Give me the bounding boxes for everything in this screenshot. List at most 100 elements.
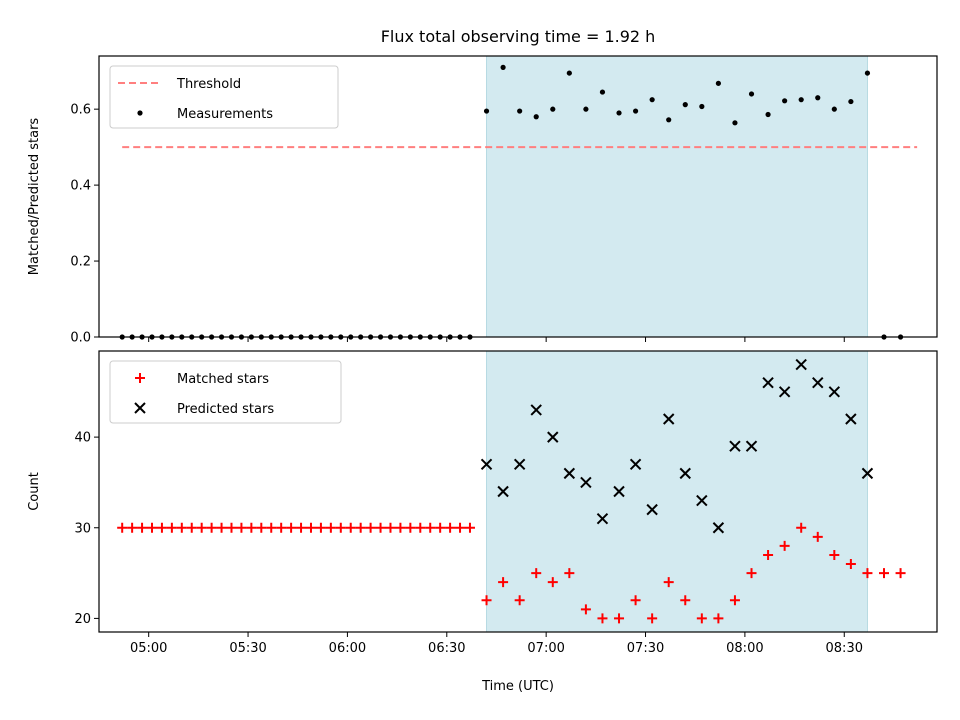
legend-marker-swatch bbox=[137, 110, 143, 116]
series-0-point bbox=[517, 108, 523, 114]
observing-interval-shade bbox=[486, 350, 868, 633]
series-0-point bbox=[286, 522, 297, 533]
series-0-point bbox=[425, 522, 436, 533]
series-1-point bbox=[861, 467, 874, 480]
legend-label: Measurements bbox=[177, 107, 273, 122]
series-0-point bbox=[815, 95, 821, 101]
y-tick-label: 0.2 bbox=[70, 255, 91, 270]
series-0-point bbox=[127, 522, 138, 533]
series-1-point bbox=[596, 512, 609, 525]
series-0-point bbox=[616, 110, 622, 116]
series-0-point bbox=[256, 522, 267, 533]
series-0-point bbox=[713, 613, 724, 624]
series-0-point bbox=[663, 577, 674, 588]
series-1-point bbox=[828, 386, 841, 398]
series-0-point bbox=[862, 568, 873, 579]
series-0-point bbox=[196, 522, 207, 533]
series-0-point bbox=[630, 595, 641, 606]
series-0-point bbox=[848, 98, 854, 105]
series-0-point bbox=[176, 522, 187, 533]
series-1-point bbox=[629, 458, 642, 471]
series-0-point bbox=[798, 97, 804, 103]
series-0-point bbox=[455, 522, 466, 533]
series-0-point bbox=[829, 549, 840, 560]
axes-frame bbox=[98, 350, 938, 633]
series-0-point bbox=[365, 522, 376, 533]
series-1-point bbox=[696, 494, 708, 507]
y-tick-label: 20 bbox=[74, 612, 91, 627]
y-tick-label: 0.4 bbox=[70, 179, 91, 194]
observing-interval-shade bbox=[486, 55, 868, 338]
series-1-point bbox=[513, 458, 526, 471]
series-0-point bbox=[614, 613, 625, 624]
series-1-point bbox=[845, 413, 857, 425]
series-0-point bbox=[483, 108, 490, 114]
series-1-point bbox=[778, 386, 791, 398]
series-0-point bbox=[746, 568, 757, 579]
series-1-point bbox=[563, 467, 576, 480]
series-0-point bbox=[699, 103, 705, 110]
series-0-point bbox=[514, 595, 525, 606]
series-0-point bbox=[246, 522, 257, 533]
series-0-point bbox=[156, 522, 167, 533]
series-0-point bbox=[680, 595, 691, 606]
series-0-point bbox=[732, 120, 738, 126]
series-0-point bbox=[779, 540, 790, 551]
series-0-point bbox=[566, 70, 572, 76]
series-0-point bbox=[395, 522, 406, 533]
series-0-point bbox=[146, 522, 157, 533]
series-1-point bbox=[613, 485, 625, 498]
series-1-point bbox=[712, 522, 725, 534]
y-axis-label: Matched/Predicted stars bbox=[27, 118, 42, 276]
legend-box bbox=[109, 65, 339, 129]
series-0-point bbox=[206, 522, 217, 533]
series-0-point bbox=[445, 522, 456, 533]
series-0-point bbox=[583, 106, 589, 112]
series-0-point bbox=[647, 613, 658, 624]
series-0-point bbox=[166, 522, 177, 533]
series-0-point bbox=[236, 522, 247, 533]
series-0-point bbox=[599, 89, 606, 95]
series-0-point bbox=[385, 522, 396, 533]
x-tick-label: 08:00 bbox=[726, 641, 763, 656]
series-1-point bbox=[679, 467, 691, 480]
series-1-point bbox=[663, 413, 675, 425]
series-0-point bbox=[895, 568, 906, 579]
x-tick-label: 08:30 bbox=[826, 641, 863, 656]
series-1-point bbox=[745, 440, 758, 452]
series-0-point bbox=[415, 522, 426, 533]
series-0-point bbox=[796, 522, 807, 533]
series-0-point bbox=[782, 98, 788, 104]
series-0-point bbox=[266, 522, 277, 533]
series-0-point bbox=[325, 522, 336, 533]
series-0-point bbox=[345, 522, 356, 533]
series-1-point bbox=[646, 503, 658, 516]
series-1-point bbox=[480, 458, 493, 471]
series-0-point bbox=[580, 604, 591, 615]
x-axis-label: Time (UTC) bbox=[481, 679, 554, 694]
series-1-point bbox=[729, 440, 741, 452]
series-0-point bbox=[729, 595, 740, 606]
series-0-point bbox=[405, 522, 416, 533]
series-0-point bbox=[464, 522, 475, 533]
x-tick-label: 07:30 bbox=[627, 641, 664, 656]
series-1-point bbox=[795, 358, 807, 371]
series-0-point bbox=[117, 522, 128, 533]
series-0-point bbox=[226, 522, 237, 533]
legend-label: Predicted stars bbox=[177, 402, 274, 417]
y-axis-label: Count bbox=[27, 472, 42, 511]
series-0-point bbox=[864, 70, 871, 76]
series-0-point bbox=[765, 111, 771, 118]
series-0-point bbox=[597, 613, 608, 624]
series-0-point bbox=[296, 522, 307, 533]
axes-frame bbox=[98, 55, 938, 338]
series-1-point bbox=[530, 404, 542, 416]
series-1-point bbox=[547, 431, 559, 443]
series-0-point bbox=[305, 522, 316, 533]
series-0-point bbox=[355, 522, 366, 533]
series-0-point bbox=[335, 522, 346, 533]
x-tick-label: 07:00 bbox=[527, 641, 564, 656]
x-tick-label: 05:00 bbox=[130, 641, 167, 656]
series-0-point bbox=[216, 522, 227, 533]
